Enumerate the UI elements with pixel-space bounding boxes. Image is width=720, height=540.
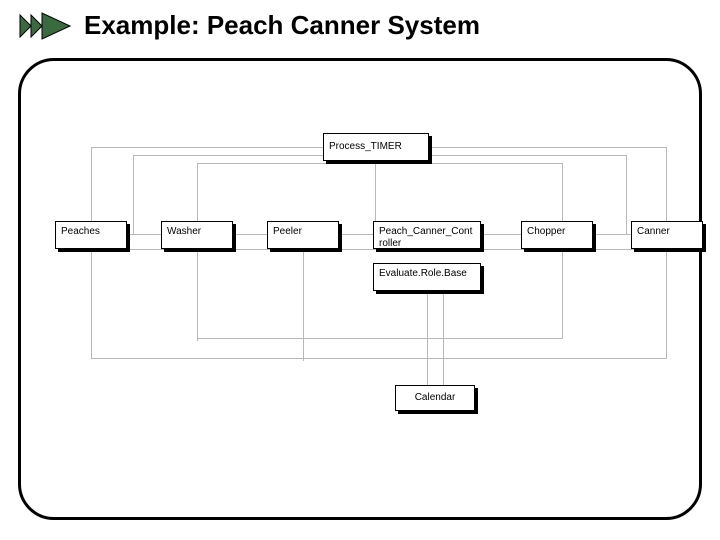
wire: [197, 249, 198, 341]
node-washer: Washer: [161, 221, 233, 249]
slide: Example: Peach Canner System Process_TIM…: [0, 0, 720, 540]
node-peaches: Peaches: [55, 221, 127, 249]
node-label: Calendar: [415, 392, 456, 404]
node-chopper: Chopper: [521, 221, 593, 249]
content-frame: Process_TIMER Peaches Washer Peeler Peac…: [18, 58, 702, 520]
node-canner: Canner: [631, 221, 703, 249]
node-controller: Peach_Canner_Controller: [373, 221, 481, 249]
node-label: Chopper: [527, 226, 565, 238]
node-eval-role: Evaluate.Role.Base: [373, 263, 481, 291]
node-peeler: Peeler: [267, 221, 339, 249]
node-process-timer: Process_TIMER: [323, 133, 429, 161]
wire: [303, 249, 304, 361]
node-label: Peach_Canner_Controller: [379, 226, 475, 249]
node-label: Evaluate.Role.Base: [379, 268, 467, 280]
wire: [375, 161, 376, 221]
node-label: Washer: [167, 226, 201, 238]
slide-title: Example: Peach Canner System: [84, 10, 480, 41]
wire: [443, 291, 444, 385]
node-calendar: Calendar: [395, 385, 475, 411]
node-label: Canner: [637, 226, 670, 238]
node-label: Peeler: [273, 226, 302, 238]
node-label: Process_TIMER: [329, 141, 402, 153]
wire: [427, 291, 428, 385]
diagram-area: Process_TIMER Peaches Washer Peeler Peac…: [55, 133, 705, 443]
node-label: Peaches: [61, 226, 100, 238]
title-row: Example: Peach Canner System: [18, 10, 480, 41]
arrow-bullet-icon: [18, 11, 74, 41]
